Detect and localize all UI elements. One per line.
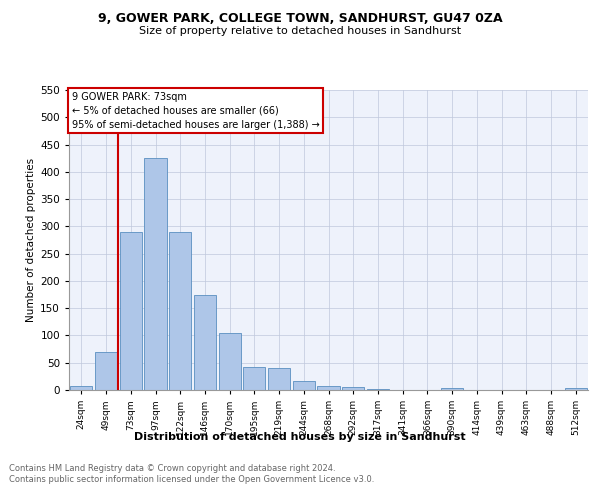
Bar (145, 158, 167, 390)
Bar (367, 389, 389, 390)
Text: Contains HM Land Registry data © Crown copyright and database right 2024.: Contains HM Land Registry data © Crown c… (9, 464, 335, 473)
Y-axis label: Number of detached properties: Number of detached properties (26, 158, 36, 322)
Bar (293, 380, 315, 390)
Bar (342, 388, 364, 390)
Bar (317, 386, 340, 390)
Bar (169, 232, 191, 390)
Text: 9 GOWER PARK: 73sqm
← 5% of detached houses are smaller (66)
95% of semi-detache: 9 GOWER PARK: 73sqm ← 5% of detached hou… (71, 92, 319, 130)
Text: Distribution of detached houses by size in Sandhurst: Distribution of detached houses by size … (134, 432, 466, 442)
Text: Contains public sector information licensed under the Open Government Licence v3: Contains public sector information licen… (9, 475, 374, 484)
Bar (218, 332, 241, 390)
Text: 9, GOWER PARK, COLLEGE TOWN, SANDHURST, GU47 0ZA: 9, GOWER PARK, COLLEGE TOWN, SANDHURST, … (98, 12, 502, 26)
Bar (441, 388, 463, 390)
Bar (194, 294, 216, 390)
Bar (95, 352, 117, 390)
Bar (243, 366, 265, 390)
Text: Size of property relative to detached houses in Sandhurst: Size of property relative to detached ho… (139, 26, 461, 36)
Bar (565, 388, 587, 390)
Bar (268, 368, 290, 390)
Bar (119, 232, 142, 390)
Bar (70, 386, 92, 390)
